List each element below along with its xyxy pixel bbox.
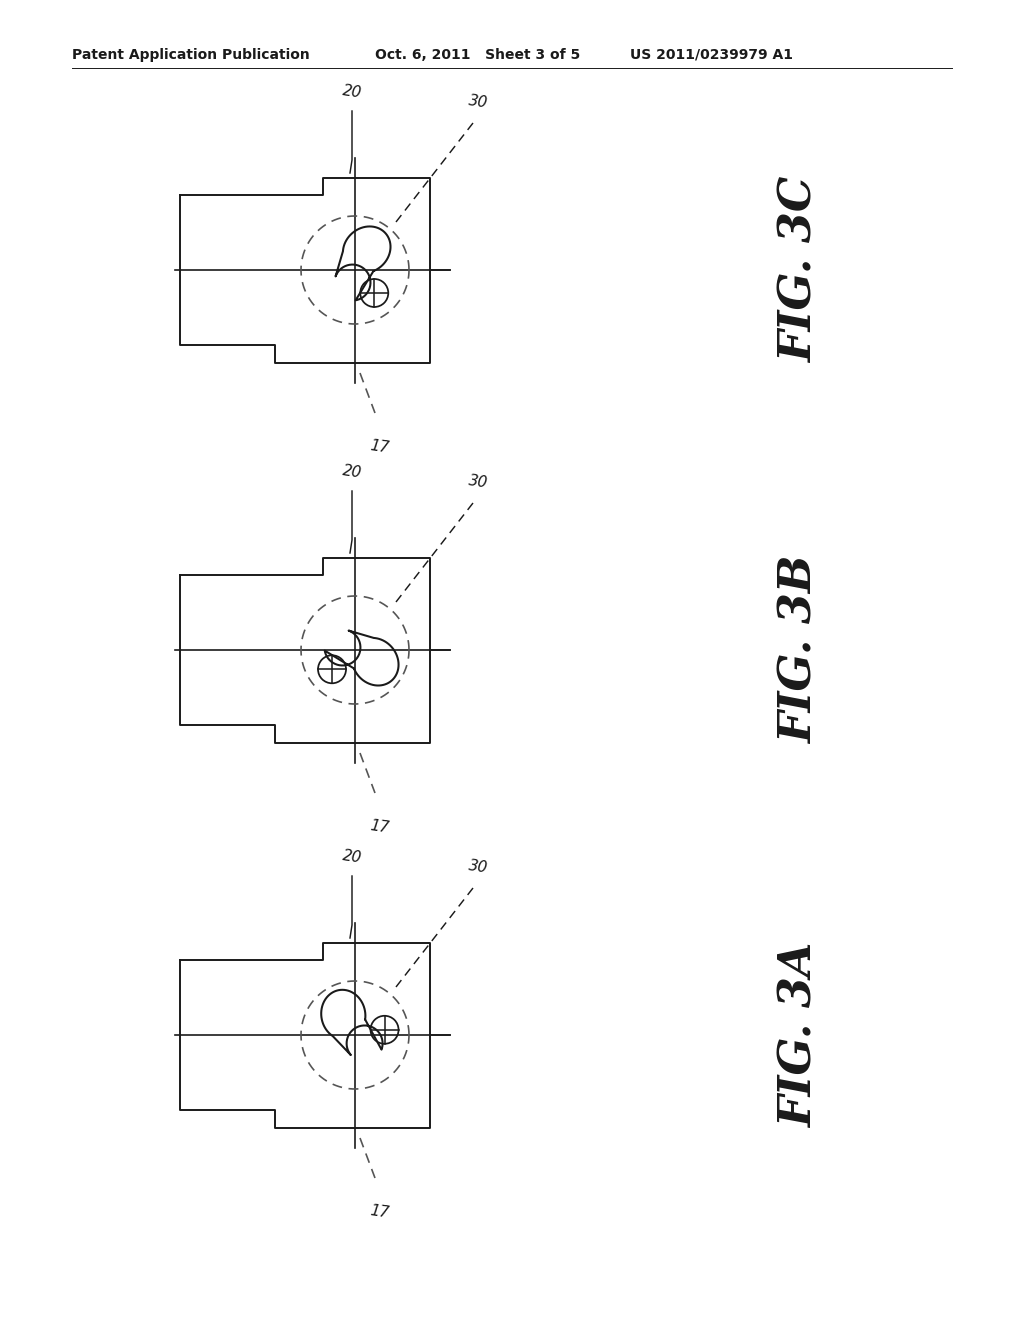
Text: Patent Application Publication: Patent Application Publication xyxy=(72,48,309,62)
Text: FIG. 3B: FIG. 3B xyxy=(778,556,821,744)
Text: 30: 30 xyxy=(467,858,488,876)
Text: Oct. 6, 2011   Sheet 3 of 5: Oct. 6, 2011 Sheet 3 of 5 xyxy=(375,48,581,62)
Text: 20: 20 xyxy=(341,849,362,866)
Text: 20: 20 xyxy=(341,463,362,480)
Text: US 2011/0239979 A1: US 2011/0239979 A1 xyxy=(630,48,793,62)
Text: 30: 30 xyxy=(467,94,488,111)
Text: 17: 17 xyxy=(370,1203,391,1221)
Text: 20: 20 xyxy=(341,83,362,102)
Text: 17: 17 xyxy=(370,438,391,455)
Text: FIG. 3C: FIG. 3C xyxy=(778,177,821,363)
Text: 30: 30 xyxy=(467,474,488,491)
Text: FIG. 3A: FIG. 3A xyxy=(778,942,821,1127)
Text: 17: 17 xyxy=(370,818,391,836)
